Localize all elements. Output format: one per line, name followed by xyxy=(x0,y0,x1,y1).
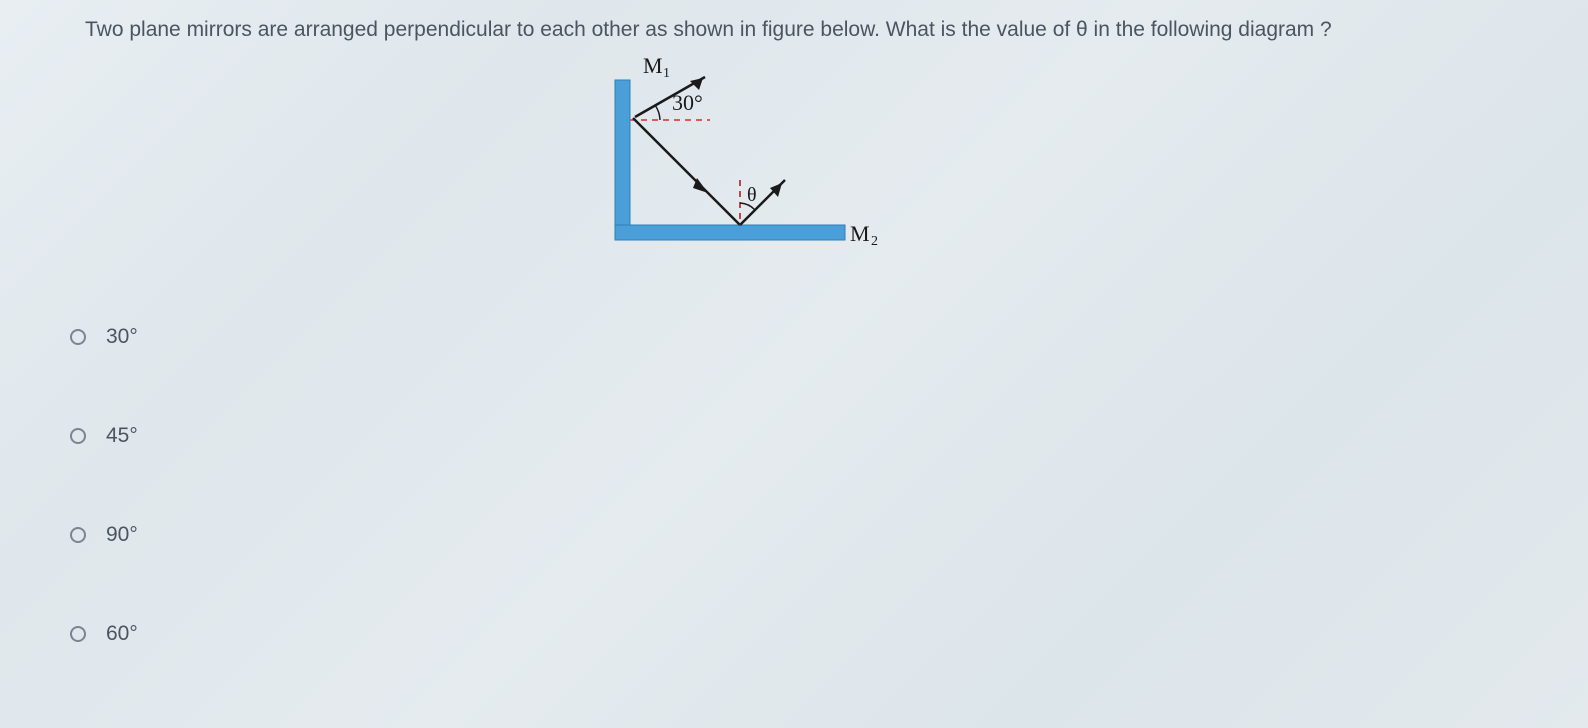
option-60[interactable]: 60° xyxy=(70,622,138,646)
option-90[interactable]: 90° xyxy=(70,523,138,547)
radio-icon xyxy=(70,329,86,345)
option-label: 30° xyxy=(106,325,138,349)
options-list: 30° 45° 90° 60° xyxy=(70,325,138,721)
theta-label: θ xyxy=(747,184,757,206)
m1-label: M xyxy=(643,55,663,78)
reflected-ray-1 xyxy=(633,118,740,225)
question-text: Two plane mirrors are arranged perpendic… xyxy=(85,18,1332,42)
radio-icon xyxy=(70,428,86,444)
option-45[interactable]: 45° xyxy=(70,424,138,448)
angle-30-label: 30° xyxy=(672,90,703,115)
diagram-svg: M 1 M 2 30° xyxy=(575,55,895,265)
m2-label: M xyxy=(850,221,870,246)
option-label: 60° xyxy=(106,622,138,646)
m2-subscript: 2 xyxy=(871,234,878,249)
option-label: 90° xyxy=(106,523,138,547)
option-label: 45° xyxy=(106,424,138,448)
option-30[interactable]: 30° xyxy=(70,325,138,349)
mirror-diagram: M 1 M 2 30° xyxy=(575,55,895,265)
mirror-m1 xyxy=(615,80,630,240)
mirror-m2 xyxy=(615,225,845,240)
radio-icon xyxy=(70,626,86,642)
angle-arc-30 xyxy=(655,105,660,120)
m1-subscript: 1 xyxy=(663,66,670,81)
radio-icon xyxy=(70,527,86,543)
